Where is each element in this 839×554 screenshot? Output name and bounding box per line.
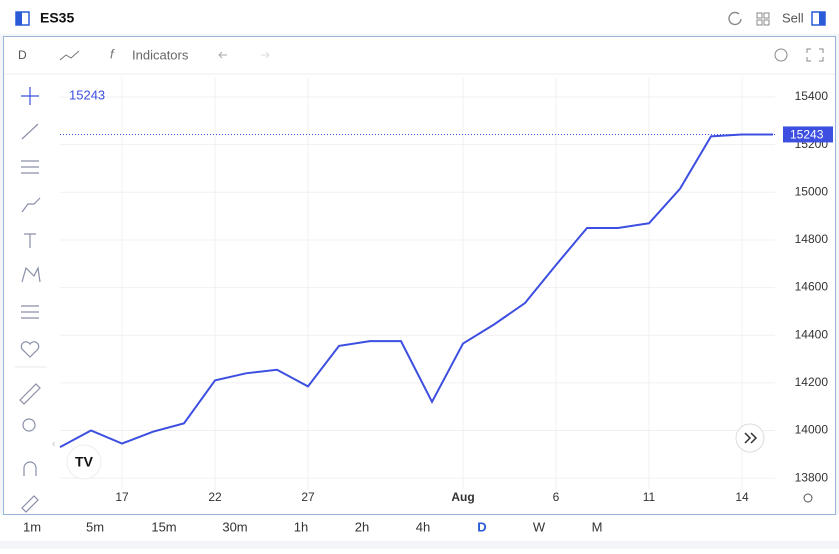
y-tick-label: 14600 [795,280,829,294]
timeframe-bar [0,515,839,541]
chart-frame [3,36,836,515]
indicators-button[interactable]: Indicators [132,47,189,62]
settings[interactable] [774,48,788,62]
zoom-tool[interactable] [22,418,36,432]
y-tick-label: 14200 [795,375,829,389]
plot-area: 17 22 27 Aug 6 11 14 13800 14000 14200 14400 14600 1… [59,78,833,504]
undo[interactable] [218,51,227,59]
text-tool[interactable] [24,233,36,248]
redo[interactable] [261,51,270,59]
pattern-tool[interactable] [21,266,41,283]
brush-tool[interactable] [21,197,41,213]
x-tick-label: Aug [451,490,474,504]
x-tick-label: 11 [643,490,656,504]
panel-toggle-right[interactable] [811,11,826,26]
timeframe-button[interactable]: M [592,519,603,534]
collapse[interactable]: ‹ [52,439,55,450]
fx-icon: f [110,46,115,61]
timeframe-button[interactable]: 5m [86,519,104,534]
x-tick-label: 27 [301,490,315,504]
timeframe-button[interactable]: W [533,519,546,534]
favorite-tool[interactable] [20,341,40,358]
top-bar [0,0,839,34]
symbol: ES35 [40,10,74,26]
x-tick-label: 6 [553,490,560,504]
layout[interactable] [756,12,770,26]
timeframe-button[interactable]: 1h [294,519,308,534]
magnet-tool[interactable] [23,461,37,476]
panel-toggle[interactable] [15,11,30,26]
last-price-box [783,126,833,143]
x-tick-label: 14 [735,490,749,504]
x-tick-label: 22 [208,490,222,504]
chart-type[interactable] [59,50,80,61]
timeframe-button[interactable]: 1m [23,519,41,534]
lock-tool[interactable] [21,495,39,513]
y-tick-label: 14400 [795,327,829,341]
scroll-right[interactable] [735,423,765,453]
refresh[interactable] [728,11,742,26]
sell-button[interactable]: Sell [782,10,804,25]
last-price-label: 15243 [790,128,824,142]
price-line [59,133,773,449]
trendline-tool[interactable] [21,123,39,140]
y-tick-label: 14000 [795,423,829,437]
y-tick-label: 14800 [795,232,829,246]
drawing-tools [15,87,47,513]
y-tick-label: 15000 [795,184,829,198]
legend-price: 15243 [69,87,105,102]
timeframe-button[interactable]: 15m [151,519,176,534]
timeframes: 1m 5m 15m 30m 1h 2h 4h D W M [23,519,602,534]
fib-tool[interactable] [21,160,39,174]
interval[interactable]: D [18,48,27,62]
timeframe-button[interactable]: 30m [222,519,247,534]
y-tick-label: 15400 [795,89,829,103]
timeframe-button[interactable]: D [477,519,486,534]
x-tick-label: 17 [115,490,129,504]
timeframe-button[interactable]: 2h [355,519,369,534]
crosshair-tool[interactable] [21,87,39,105]
y-tick-label: 13800 [795,470,829,484]
svg-text:TV: TV [75,454,94,470]
logo: TV [66,444,102,480]
axis-settings[interactable] [803,493,813,503]
ruler-tool[interactable] [19,383,41,405]
fullscreen[interactable] [806,48,824,62]
prediction-tool[interactable] [21,305,39,319]
timeframe-button[interactable]: 4h [416,519,430,534]
